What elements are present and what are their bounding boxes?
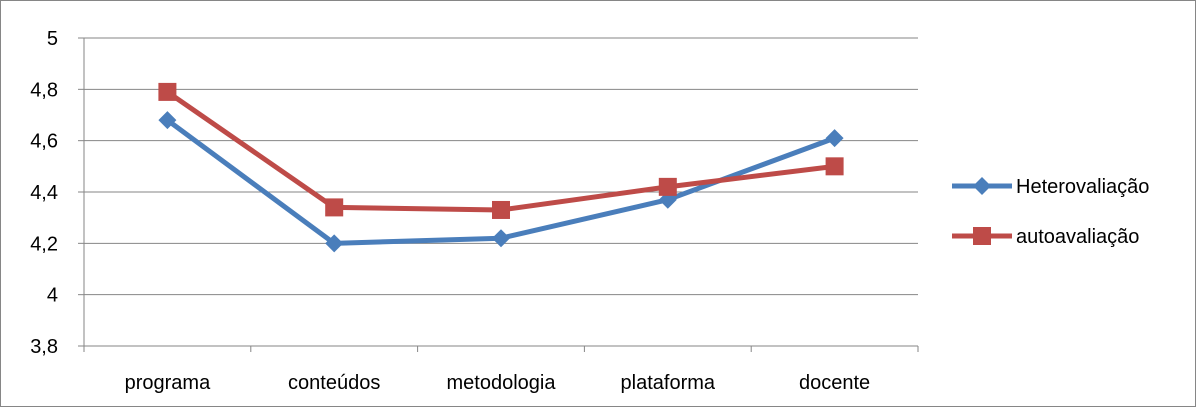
- x-tick-label: programa: [125, 372, 211, 394]
- x-tick-label: conteúdos: [288, 372, 380, 394]
- legend-marker: [973, 177, 991, 195]
- legend-marker: [973, 227, 991, 245]
- legend: Heterovaliação autoavaliação: [952, 176, 1149, 248]
- data-point-marker: [825, 157, 844, 176]
- y-tick-label: 4,2: [30, 233, 58, 255]
- data-point-marker: [492, 200, 510, 219]
- x-axis-tick-labels: programa conteúdos metodologia plataforma do…: [125, 372, 871, 394]
- series-group: [158, 82, 844, 253]
- legend-label: autoavaliação: [1016, 226, 1139, 248]
- x-tick-label: plataforma: [621, 372, 716, 394]
- data-point-marker: [158, 111, 177, 130]
- y-tick-label: 3,8: [30, 336, 58, 358]
- data-point-marker: [325, 234, 344, 253]
- data-point-marker: [158, 82, 177, 101]
- data-point-marker: [825, 129, 844, 148]
- data-point-marker: [658, 177, 677, 196]
- axes: [78, 37, 919, 352]
- series-square: [158, 82, 844, 219]
- legend-entry: autoavaliação: [952, 226, 1139, 248]
- legend-label: Heterovaliação: [1016, 176, 1149, 198]
- y-tick-label: 4,4: [30, 182, 58, 204]
- grid-lines: [84, 37, 918, 296]
- y-tick-label: 4,6: [30, 131, 58, 153]
- y-axis-tick-labels: 3,8 4 4,2 4,4 4,6 4,8 5: [30, 28, 58, 358]
- y-tick-label: 4,8: [30, 79, 58, 101]
- y-tick-label: 5: [47, 28, 58, 50]
- x-tick-label: docente: [799, 372, 870, 394]
- y-tick-label: 4: [47, 285, 58, 307]
- data-point-marker: [325, 198, 344, 217]
- series-diamond: [158, 111, 844, 253]
- series-line: [164, 117, 838, 246]
- legend-entry: Heterovaliação: [952, 176, 1149, 198]
- data-point-marker: [492, 229, 510, 248]
- x-tick-label: metodologia: [447, 372, 557, 394]
